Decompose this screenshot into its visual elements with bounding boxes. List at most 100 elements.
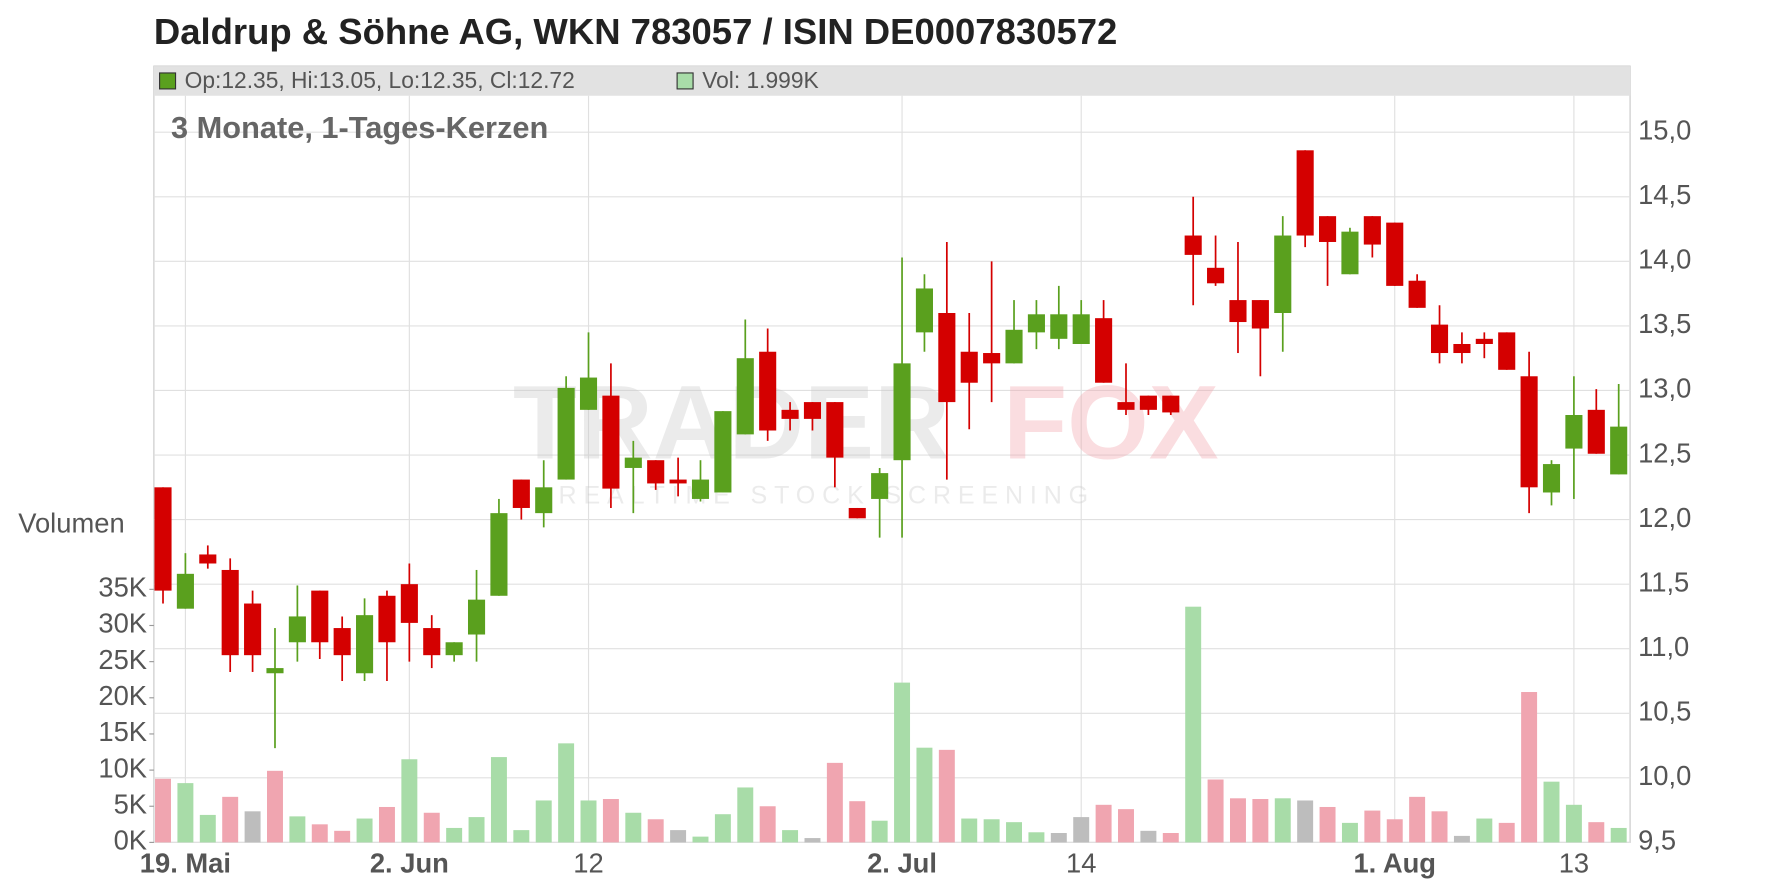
candle-body (1162, 395, 1180, 413)
volume-bar (1498, 822, 1515, 843)
volume-bar (490, 757, 507, 843)
volume-bar (267, 770, 283, 843)
volume-bar (1386, 819, 1403, 843)
candle-body (579, 377, 598, 410)
volume-bar (222, 796, 239, 843)
volume-bar (401, 759, 418, 843)
y2-tick-label: 5K (114, 788, 147, 819)
volume-bar (849, 801, 866, 843)
volume-bar (804, 838, 821, 843)
candle-body (1475, 338, 1493, 344)
volume-bar (1140, 830, 1157, 843)
candle-body (154, 487, 172, 591)
candle-body (512, 479, 530, 508)
volume-bar (647, 819, 664, 843)
candle-body (983, 353, 1001, 364)
candle-body (1005, 329, 1023, 364)
volume-bar (916, 747, 933, 843)
candle-body (1050, 314, 1068, 339)
volume-bar (1319, 806, 1336, 843)
candle-body (871, 473, 889, 499)
x-tick-label: 1. Aug (1353, 847, 1436, 878)
watermark-brand: FOX (1003, 365, 1219, 482)
volume-bar (602, 799, 619, 843)
volume-bar (782, 830, 799, 843)
volume-bar (1185, 606, 1202, 843)
candle-body (1430, 324, 1449, 354)
x-tick-label: 14 (1066, 847, 1096, 878)
volume-bar (625, 812, 642, 843)
volume-bar (1050, 833, 1067, 843)
candle-body (602, 395, 620, 489)
volume-axis-label: Volumen (18, 508, 124, 539)
chart-title: Daldrup & Söhne AG, WKN 783057 / ISIN DE… (154, 11, 1117, 52)
candle-body (736, 358, 754, 435)
y-tick-label: 11,5 (1638, 566, 1689, 597)
volume-bar (1252, 799, 1269, 843)
volume-bar (1521, 692, 1538, 843)
candle-body (176, 573, 194, 609)
x-tick-label: 13 (1559, 847, 1589, 878)
candle-body (1453, 343, 1471, 354)
volume-bar (670, 830, 687, 843)
candle-body (333, 628, 351, 656)
y2-tick-label: 0K (114, 825, 147, 856)
legend-price: Op:12.35, Hi:13.05, Lo:12.35, Cl:12.72 (185, 67, 575, 93)
volume-bar (1274, 798, 1291, 843)
candle-body (1408, 280, 1426, 308)
candle-body (1229, 300, 1247, 323)
volume-bar (513, 830, 530, 843)
candle-body (781, 409, 799, 419)
candle-body (1386, 222, 1404, 286)
candle-body (915, 288, 933, 333)
candle-body (535, 487, 553, 514)
y2-tick-label: 30K (98, 608, 147, 639)
candle-body (893, 363, 911, 461)
candle-body (938, 313, 956, 403)
volume-bar (983, 819, 1000, 843)
volume-bar (1476, 818, 1493, 843)
candle-body (1117, 402, 1135, 410)
candle-body (669, 479, 687, 484)
candle-body (311, 590, 329, 643)
candle-body (714, 411, 732, 493)
candle-body (803, 402, 822, 419)
volume-bar (894, 682, 911, 843)
volume-bar (558, 743, 575, 843)
volume-bar (199, 814, 216, 843)
volume-bar (1118, 809, 1134, 843)
candle-body (490, 513, 508, 596)
y-tick-label: 10,0 (1638, 760, 1691, 791)
y-tick-label: 10,5 (1638, 695, 1691, 726)
volume-bar (1453, 835, 1470, 843)
candle-body (356, 615, 374, 674)
candle-body (1587, 409, 1605, 454)
candle-body (1207, 267, 1225, 284)
marks (154, 150, 1628, 843)
volume-bar (446, 827, 463, 843)
volume-bar (961, 818, 978, 843)
x-tick-label: 2. Jun (370, 847, 449, 878)
volume-bar (1431, 811, 1448, 843)
candle-body (1498, 332, 1516, 370)
candle-body (1027, 314, 1045, 333)
x-tick-label: 12 (573, 847, 603, 878)
volume-bar (468, 817, 485, 843)
volume-bar (759, 806, 776, 843)
candle-body (221, 569, 239, 656)
volume-bar (356, 818, 373, 843)
candle-body (467, 599, 486, 635)
volume-bar (311, 824, 328, 843)
candle-body (1341, 231, 1359, 275)
y2-tick-label: 15K (98, 716, 147, 747)
volume-bar (334, 830, 351, 843)
volume-bar (244, 811, 261, 843)
candle-body (1520, 376, 1538, 488)
candle-body (557, 387, 575, 480)
volume-bar (1073, 817, 1090, 843)
y-tick-label: 13,0 (1638, 373, 1691, 404)
legend-volume: Vol: 1.999K (702, 67, 819, 93)
candle-body (1251, 300, 1269, 329)
watermark-tagline: REALTIME STOCK SCREENING (559, 482, 1095, 510)
